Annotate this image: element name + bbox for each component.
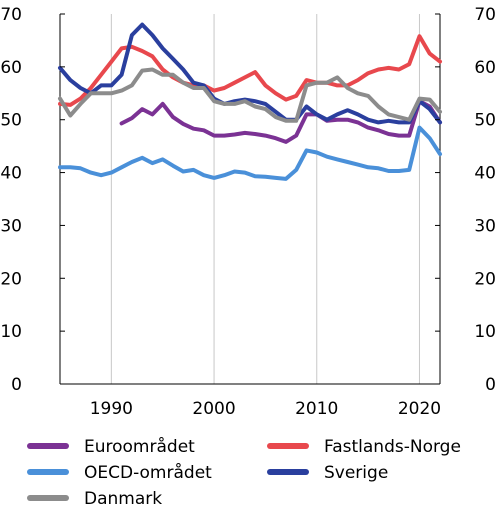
y-tick-right-50: 50 [474,111,496,131]
y-tick-right-20: 20 [474,269,496,289]
x-tick-2000: 2000 [192,399,235,419]
series-line-3 [58,125,442,181]
y-tick-right-0: 0 [485,375,496,395]
y-tick-right-40: 40 [474,164,496,184]
series-line-5 [58,67,442,123]
y-tick-left-30: 30 [0,216,22,236]
y-tick-left-10: 10 [0,322,22,342]
y-tick-right-30: 30 [474,216,496,236]
y-tick-right-70: 70 [474,5,496,25]
y-tick-right-60: 60 [474,58,496,78]
series-line-4 [58,22,442,125]
y-axis-right-ticks: 0 10 20 30 40 50 60 70 [435,5,496,395]
gridlines [110,14,420,384]
y-tick-left-60: 60 [0,58,22,78]
x-axis-ticks: 1990 2000 2010 2020 [90,399,441,419]
series-line-1 [119,99,442,144]
y-tick-right-10: 10 [474,322,496,342]
x-tick-2020: 2020 [398,399,441,419]
axes [59,14,441,385]
legend-label-2: Fastlands-Norge [324,437,461,457]
y-tick-left-0: 0 [11,375,22,395]
y-tick-left-20: 20 [0,269,22,289]
legend: Euroområdet Fastlands-Norge OECD-området Sv… [27,436,461,509]
legend-label-1: Euroområdet [84,436,195,457]
y-tick-left-40: 40 [0,164,22,184]
series-line-2 [58,34,442,107]
y-tick-left-70: 70 [0,5,22,25]
legend-label-4: Sverige [324,463,388,483]
y-axis-left-ticks: 0 10 20 30 40 50 60 70 [0,5,65,395]
series-lines [58,22,442,181]
x-tick-1990: 1990 [90,399,133,419]
x-tick-2010: 2010 [295,399,338,419]
legend-label-3: OECD-området [84,462,212,483]
legend-label-5: Danmark [84,489,162,509]
y-tick-left-50: 50 [0,111,22,131]
